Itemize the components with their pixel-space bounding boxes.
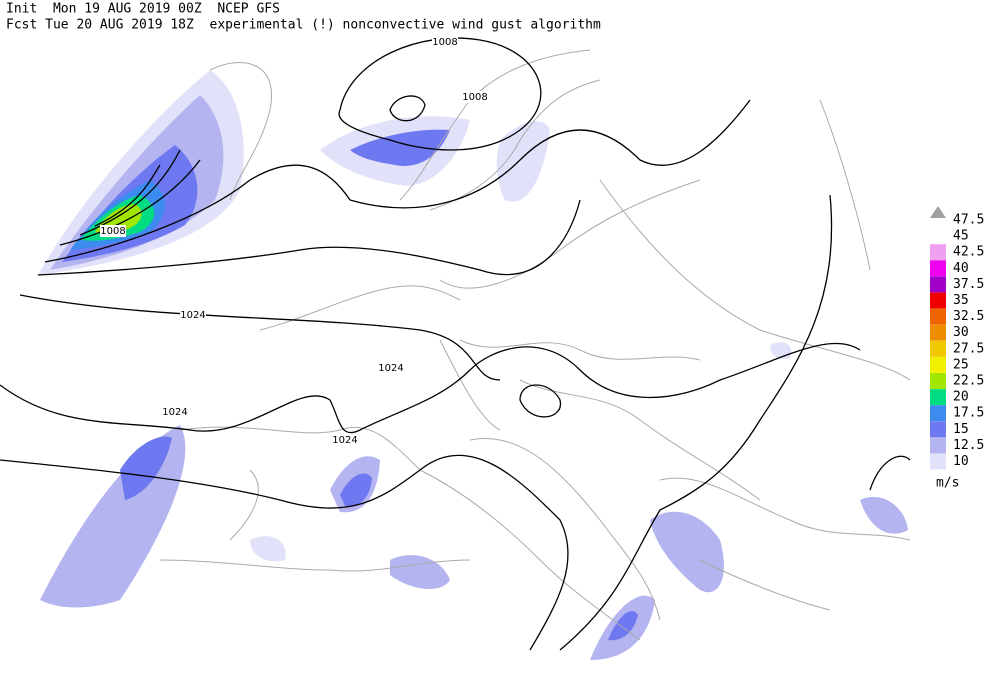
legend-label: 47.5 xyxy=(953,213,984,228)
legend-label: 37.5 xyxy=(953,277,984,292)
isobar-label: 1024 xyxy=(162,407,187,418)
legend-label: 30 xyxy=(953,325,969,340)
legend-swatch xyxy=(930,276,946,293)
legend-label: 40 xyxy=(953,261,969,276)
gust-area xyxy=(350,129,450,166)
legend-swatch xyxy=(930,389,946,406)
legend-swatch xyxy=(930,356,946,373)
isobar-label: 1024 xyxy=(378,363,403,374)
legend-swatch xyxy=(930,405,946,422)
isobar xyxy=(0,454,569,651)
legend-unit: m/s xyxy=(936,476,959,491)
isobar xyxy=(338,37,542,151)
legend-label: 12.5 xyxy=(953,438,984,453)
isobar xyxy=(79,149,181,236)
legend-swatch xyxy=(930,324,946,341)
coastline xyxy=(439,179,701,289)
coastline xyxy=(459,339,701,361)
gust-area xyxy=(608,611,638,641)
isobar-label: 1024 xyxy=(180,310,205,321)
gust-area xyxy=(120,436,172,500)
isobar-label: 1008 xyxy=(432,37,457,48)
legend-swatch xyxy=(930,373,946,389)
legend-label: 45 xyxy=(953,229,969,244)
wind-shading xyxy=(38,70,908,660)
isobar-label-bg xyxy=(180,309,206,321)
legend-swatch xyxy=(930,340,946,357)
isobar-label-bg xyxy=(378,362,404,374)
gust-area xyxy=(390,555,450,590)
legend-swatch xyxy=(930,308,946,325)
isobar xyxy=(389,95,426,122)
coastline xyxy=(229,469,259,541)
isobar-label-bg xyxy=(332,434,358,446)
legend-label: 42.5 xyxy=(953,245,984,260)
isobar xyxy=(359,342,861,431)
legend-label: 35 xyxy=(953,293,969,308)
legend-label: 10 xyxy=(953,454,969,469)
coastline xyxy=(469,438,661,621)
coastline xyxy=(819,99,871,271)
isobar xyxy=(44,164,351,263)
legend-label: 22.5 xyxy=(953,374,984,389)
isobar xyxy=(37,199,581,276)
isobar xyxy=(519,384,562,418)
isobar xyxy=(869,455,911,491)
isobar-label: 1008 xyxy=(100,226,125,237)
legend-triangle xyxy=(930,206,946,218)
isobar-label: 1024 xyxy=(332,435,357,446)
coastline xyxy=(699,559,831,611)
isobar-label-bg xyxy=(100,225,126,237)
gust-area xyxy=(496,121,550,202)
legend-swatch xyxy=(930,421,946,438)
coastline xyxy=(209,62,272,201)
coastline xyxy=(179,426,421,471)
legend-swatch xyxy=(930,260,946,277)
legend-label: 25 xyxy=(953,357,969,372)
gust-area xyxy=(250,536,286,562)
isobar xyxy=(349,99,751,209)
isobar xyxy=(559,194,833,651)
isobar-label-bg xyxy=(432,36,458,48)
legend-label: 20 xyxy=(953,390,969,405)
coastline xyxy=(159,559,471,572)
isobars xyxy=(0,37,911,651)
coastline xyxy=(439,339,501,431)
isobar-labels: 1008 1008 1008 1024 1024 1024 1024 xyxy=(100,36,488,446)
isobar xyxy=(59,159,201,246)
isobar xyxy=(19,294,501,381)
gust-area xyxy=(650,511,724,593)
header-forecast: Fcst Tue 20 AUG 2019 18Z experimental (!… xyxy=(6,18,601,33)
legend-label: 27.5 xyxy=(953,341,984,356)
legend-swatch xyxy=(930,453,946,470)
legend-swatch xyxy=(930,244,946,261)
legend-label: 32.5 xyxy=(953,309,984,324)
isobar xyxy=(0,384,361,434)
coastline xyxy=(599,179,911,381)
isobar-label: 1008 xyxy=(462,92,487,103)
legend-swatch xyxy=(930,228,946,245)
legend-label: 15 xyxy=(953,422,969,437)
legend-label: 17.5 xyxy=(953,406,984,421)
legend-swatch xyxy=(930,437,946,454)
coastline xyxy=(519,379,761,501)
isobar-label-bg xyxy=(462,91,488,103)
isobar-label-bg xyxy=(162,406,188,418)
coastline xyxy=(419,469,641,641)
gust-area xyxy=(860,496,908,534)
coastline xyxy=(659,477,911,541)
header-init: Init Mon 19 AUG 2019 00Z NCEP GFS xyxy=(6,2,280,17)
gust-area xyxy=(340,473,372,507)
legend-swatch xyxy=(930,292,946,309)
isobar xyxy=(94,164,161,227)
